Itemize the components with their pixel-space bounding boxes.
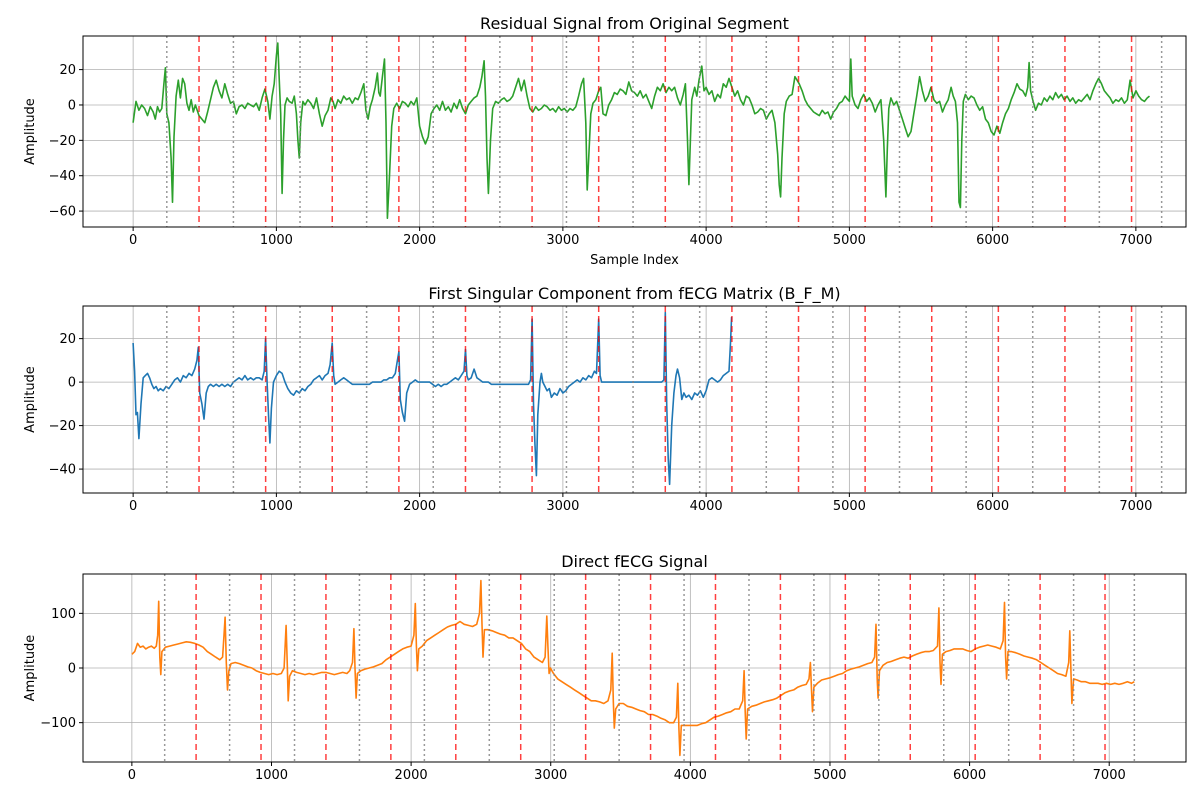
x-tick-label: 0: [129, 499, 137, 514]
plot-area: [131, 574, 1136, 762]
y-tick-label: −40: [49, 169, 76, 184]
axes-frame: [82, 305, 1187, 494]
singular-component-panel: 0 1000 2000 3000 4000 5000 6000 7000 −40 −20 0 20 Fi…: [23, 284, 1187, 514]
x-tick-label: 6000: [976, 233, 1009, 248]
y-tick-label: −20: [49, 134, 76, 149]
y-axis-label: Amplitude: [23, 366, 38, 433]
chart-title: First Singular Component from fECG Matri…: [428, 284, 840, 304]
x-tick-label: 4000: [674, 768, 707, 783]
chart-title: Residual Signal from Original Segment: [480, 14, 789, 33]
plot-area: [132, 36, 1163, 227]
signal-line: [132, 42, 1151, 219]
x-tick-label: 7000: [1093, 768, 1126, 783]
x-tick-label: 5000: [813, 768, 846, 783]
x-axis-label: Sample Index: [590, 253, 679, 268]
x-tick-label: 1000: [260, 233, 293, 248]
x-tick-label: 5000: [833, 233, 866, 248]
y-axis-label: Amplitude: [23, 635, 38, 702]
y-tick-label: −40: [49, 463, 76, 478]
signal-line: [132, 311, 733, 486]
x-tick-label: 5000: [833, 499, 866, 514]
x-tick-label: 1000: [260, 499, 293, 514]
x-tick-label: 6000: [976, 499, 1009, 514]
x-tick-label: 7000: [1119, 499, 1152, 514]
x-tick-label: 4000: [690, 499, 723, 514]
signal-line: [131, 579, 1135, 757]
x-tick-label: 2000: [403, 233, 436, 248]
chart-title: Direct fECG Signal: [561, 552, 708, 571]
axes-frame: [82, 35, 1187, 228]
y-tick-label: −20: [49, 419, 76, 434]
x-tick-label: 2000: [395, 768, 428, 783]
x-tick-label: 0: [129, 233, 137, 248]
residual-signal-panel: 0 1000 2000 3000 4000 5000 6000 7000 −60 −40 −20 0 2…: [23, 14, 1187, 268]
plot-area: [132, 306, 1163, 493]
y-tick-label: 20: [59, 63, 76, 78]
y-tick-label: 20: [59, 332, 76, 347]
x-tick-label: 4000: [690, 233, 723, 248]
y-tick-label: 100: [51, 607, 76, 622]
x-tick-label: 3000: [546, 499, 579, 514]
x-tick-label: 1000: [255, 768, 288, 783]
x-tick-label: 3000: [534, 768, 567, 783]
x-tick-label: 6000: [953, 768, 986, 783]
x-tick-label: 7000: [1119, 233, 1152, 248]
y-tick-label: −100: [40, 716, 76, 731]
direct-fecg-panel: 0 1000 2000 3000 4000 5000 6000 7000 −100 0 100 Dir…: [23, 552, 1187, 783]
y-tick-label: −60: [49, 205, 76, 220]
y-tick-label: 0: [68, 662, 76, 677]
x-tick-label: 3000: [546, 233, 579, 248]
y-tick-label: 0: [68, 98, 76, 113]
x-tick-label: 2000: [403, 499, 436, 514]
y-axis-label: Amplitude: [23, 98, 38, 165]
x-tick-label: 0: [128, 768, 136, 783]
y-tick-label: 0: [68, 376, 76, 391]
